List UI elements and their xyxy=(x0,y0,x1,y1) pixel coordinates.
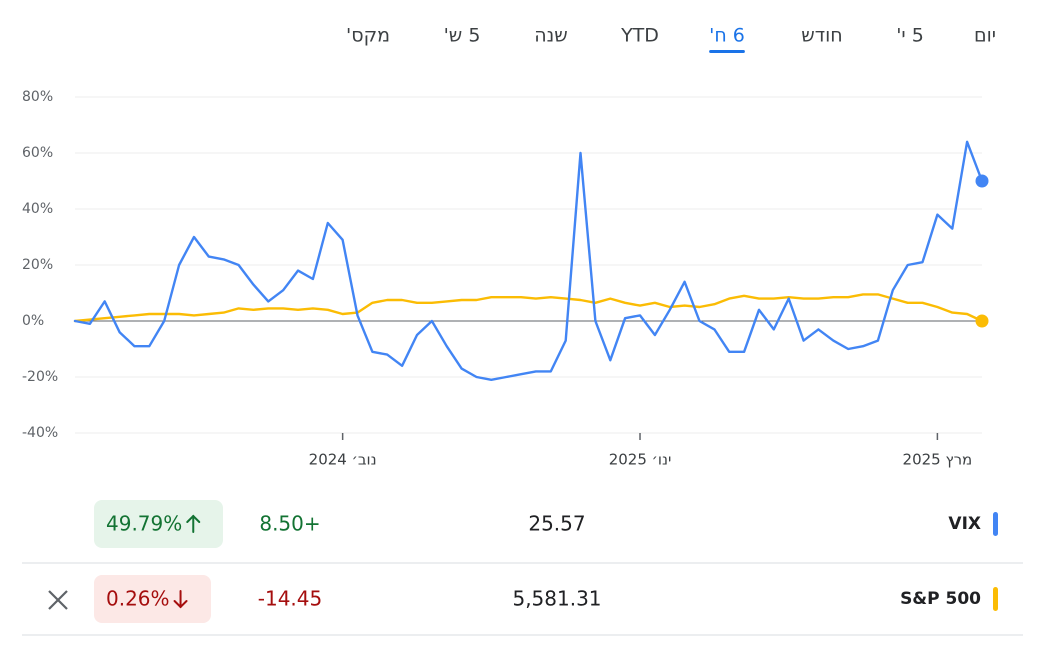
series-name: S&P 500 xyxy=(900,589,981,609)
series-end-dot xyxy=(975,174,989,188)
series-line xyxy=(73,293,984,323)
y-tick-label: -20% xyxy=(22,369,58,385)
series-end-dot xyxy=(975,314,989,328)
range-tab[interactable]: שנה xyxy=(534,25,567,47)
range-tab[interactable]: 6 ח' xyxy=(709,25,745,47)
x-tick-label: ינו׳ 2025 xyxy=(609,451,672,469)
arrow-up-icon xyxy=(186,514,201,533)
selected-tab-underline xyxy=(709,50,745,53)
range-tab[interactable]: YTD xyxy=(620,25,659,47)
arrow-down-icon xyxy=(173,590,188,609)
change: 8.50+ xyxy=(259,512,320,536)
arrow-head xyxy=(173,600,188,609)
change-percent-chip xyxy=(94,500,223,548)
y-tick-label: 80% xyxy=(22,89,53,105)
y-tick-label: 40% xyxy=(22,201,53,217)
y-tick-label: 20% xyxy=(22,257,53,273)
price: 25.57 xyxy=(528,512,585,536)
series-line xyxy=(73,140,984,381)
change-percent: 0.26% xyxy=(106,587,170,611)
y-tick-label: 0% xyxy=(22,313,44,329)
range-tab[interactable]: חודש xyxy=(801,25,842,47)
range-tab[interactable]: מקס' xyxy=(346,25,390,47)
series-name: VIX xyxy=(948,514,981,534)
legend-color-bar xyxy=(993,587,998,611)
remove-button[interactable] xyxy=(48,590,68,610)
price: 5,581.31 xyxy=(512,587,601,611)
change-percent-chip xyxy=(94,575,211,623)
range-tab[interactable]: יום xyxy=(974,25,996,47)
y-tick-label: -40% xyxy=(22,425,58,441)
range-tab[interactable]: 5 ש' xyxy=(444,25,481,47)
change: -14.45 xyxy=(258,587,322,611)
arrow-head xyxy=(186,514,201,523)
range-tab[interactable]: 5 י' xyxy=(896,25,924,47)
legend-color-bar xyxy=(993,512,998,536)
change-percent: 49.79% xyxy=(106,512,182,536)
y-tick-label: 60% xyxy=(22,145,53,161)
x-tick-label: נוב׳ 2024 xyxy=(309,451,377,469)
x-tick-label: מרץ 2025 xyxy=(903,451,973,469)
